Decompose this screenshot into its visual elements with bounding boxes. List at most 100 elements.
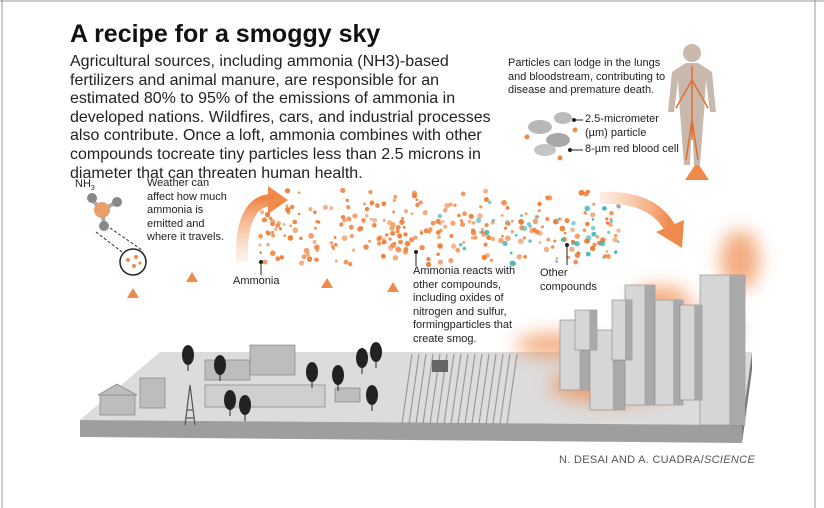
particle: [527, 222, 531, 226]
note-line: other compounds,: [413, 279, 515, 293]
particle-label: 2.5-micrometer(µm) particle: [585, 113, 659, 140]
particle: [532, 228, 537, 233]
particle: [471, 230, 477, 236]
particle: [553, 239, 556, 242]
particle: [307, 256, 312, 261]
ammonia-molecule: [87, 193, 146, 275]
particle: [279, 227, 282, 230]
particle: [280, 255, 284, 259]
particle: [308, 207, 312, 211]
particle: [392, 211, 395, 214]
particle: [363, 244, 369, 250]
particle: [545, 217, 549, 221]
particle: [617, 240, 620, 243]
particle: [472, 221, 476, 225]
particle: [335, 259, 338, 262]
particle: [388, 237, 391, 240]
particle: [292, 220, 297, 225]
particle: [260, 210, 264, 214]
particle: [459, 243, 462, 246]
particle: [579, 190, 585, 196]
particle: [344, 260, 349, 265]
particle: [591, 232, 596, 237]
tree: [366, 385, 378, 405]
particle: [602, 206, 607, 211]
note-line: nitrogen and sulfur,: [413, 306, 515, 320]
particle: [561, 238, 565, 242]
note-line: where it travels.: [147, 231, 227, 245]
cell-label: 8-µm red blood cell: [585, 143, 679, 157]
particle: [267, 243, 270, 246]
note-line: (µm) particle: [585, 127, 659, 141]
particle: [483, 189, 488, 194]
particle: [258, 234, 263, 239]
particle: [395, 229, 399, 233]
particle: [334, 236, 337, 239]
particle: [285, 188, 290, 193]
particle: [558, 218, 561, 221]
particle: [342, 235, 348, 241]
particle: [385, 233, 388, 236]
particle: [504, 227, 507, 230]
particle: [368, 240, 371, 243]
particle: [405, 241, 411, 247]
particle: [346, 205, 350, 209]
particle: [479, 231, 482, 234]
tree: [370, 342, 382, 362]
note-line: compounds: [540, 281, 597, 295]
intro-line: compounds tocreate tiny particles less t…: [70, 146, 491, 165]
particle: [519, 225, 524, 230]
particle: [555, 260, 558, 263]
particle: [365, 214, 369, 218]
particle: [437, 243, 443, 249]
note-line: Other: [540, 267, 597, 281]
particle: [270, 222, 275, 227]
particle: [259, 251, 262, 254]
particle: [592, 203, 595, 206]
particle: [468, 220, 472, 224]
particle: [462, 211, 467, 216]
particle: [288, 235, 294, 241]
particle: [569, 247, 574, 252]
particle: [423, 210, 428, 215]
particle: [605, 217, 608, 220]
particle: [575, 233, 580, 238]
particle: [501, 200, 507, 206]
particle: [439, 229, 442, 232]
particle: [442, 220, 445, 223]
particle: [565, 218, 570, 223]
arrow-head: [127, 288, 139, 298]
particle: [275, 223, 280, 228]
particle: [506, 206, 510, 210]
particle: [393, 255, 398, 260]
particle: [491, 236, 496, 241]
particle: [616, 204, 619, 207]
particle: [460, 219, 463, 222]
particle: [544, 247, 549, 252]
particle: [498, 238, 504, 244]
particle: [330, 241, 334, 245]
particle: [525, 212, 528, 215]
particle: [471, 236, 474, 239]
particle: [537, 202, 541, 206]
particle: [368, 190, 372, 194]
particle: [590, 212, 595, 217]
particle: [424, 228, 429, 233]
particle: [412, 191, 417, 196]
credit-source: SCIENCE: [704, 454, 755, 466]
particle: [426, 257, 430, 261]
particle: [274, 228, 278, 232]
particle: [403, 249, 408, 254]
particle: [461, 191, 466, 196]
particle: [395, 246, 401, 252]
particle: [603, 254, 606, 257]
particle: [289, 225, 292, 228]
particle: [484, 223, 488, 227]
particle: [370, 218, 373, 221]
arrow-head: [321, 278, 333, 288]
particle: [341, 215, 345, 219]
particle: [313, 240, 317, 244]
particle: [290, 205, 295, 210]
particle: [547, 195, 552, 200]
